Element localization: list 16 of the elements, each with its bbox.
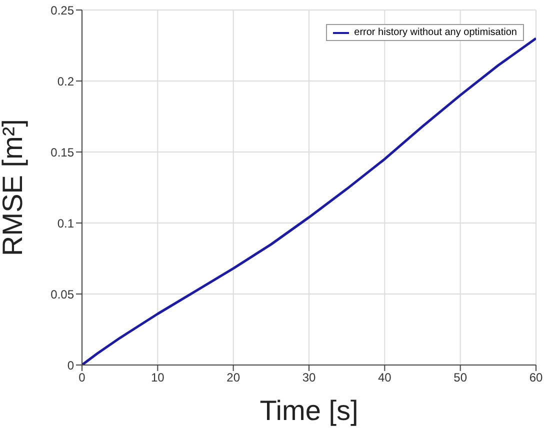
x-tick-label: 0 bbox=[78, 370, 86, 385]
x-tick-label: 30 bbox=[302, 370, 316, 385]
y-tick-label: 0.05 bbox=[50, 287, 74, 302]
x-tick-label: 20 bbox=[226, 370, 240, 385]
legend-label: error history without any optimisation bbox=[354, 27, 517, 38]
y-tick-label: 0.2 bbox=[57, 74, 74, 88]
y-tick-label: 0.25 bbox=[50, 3, 74, 18]
y-axis-title: RMSE [m²] bbox=[0, 119, 28, 256]
y-tick-label: 0.15 bbox=[50, 145, 74, 160]
y-tick-label: 0 bbox=[67, 358, 74, 372]
x-tick-label: 10 bbox=[150, 370, 165, 385]
x-tick-label: 50 bbox=[454, 370, 468, 385]
y-tick-label: 0.1 bbox=[57, 216, 74, 230]
x-tick-label: 40 bbox=[378, 370, 392, 385]
x-axis-title: Time [s] bbox=[260, 395, 358, 426]
x-tick-label: 60 bbox=[529, 370, 543, 385]
